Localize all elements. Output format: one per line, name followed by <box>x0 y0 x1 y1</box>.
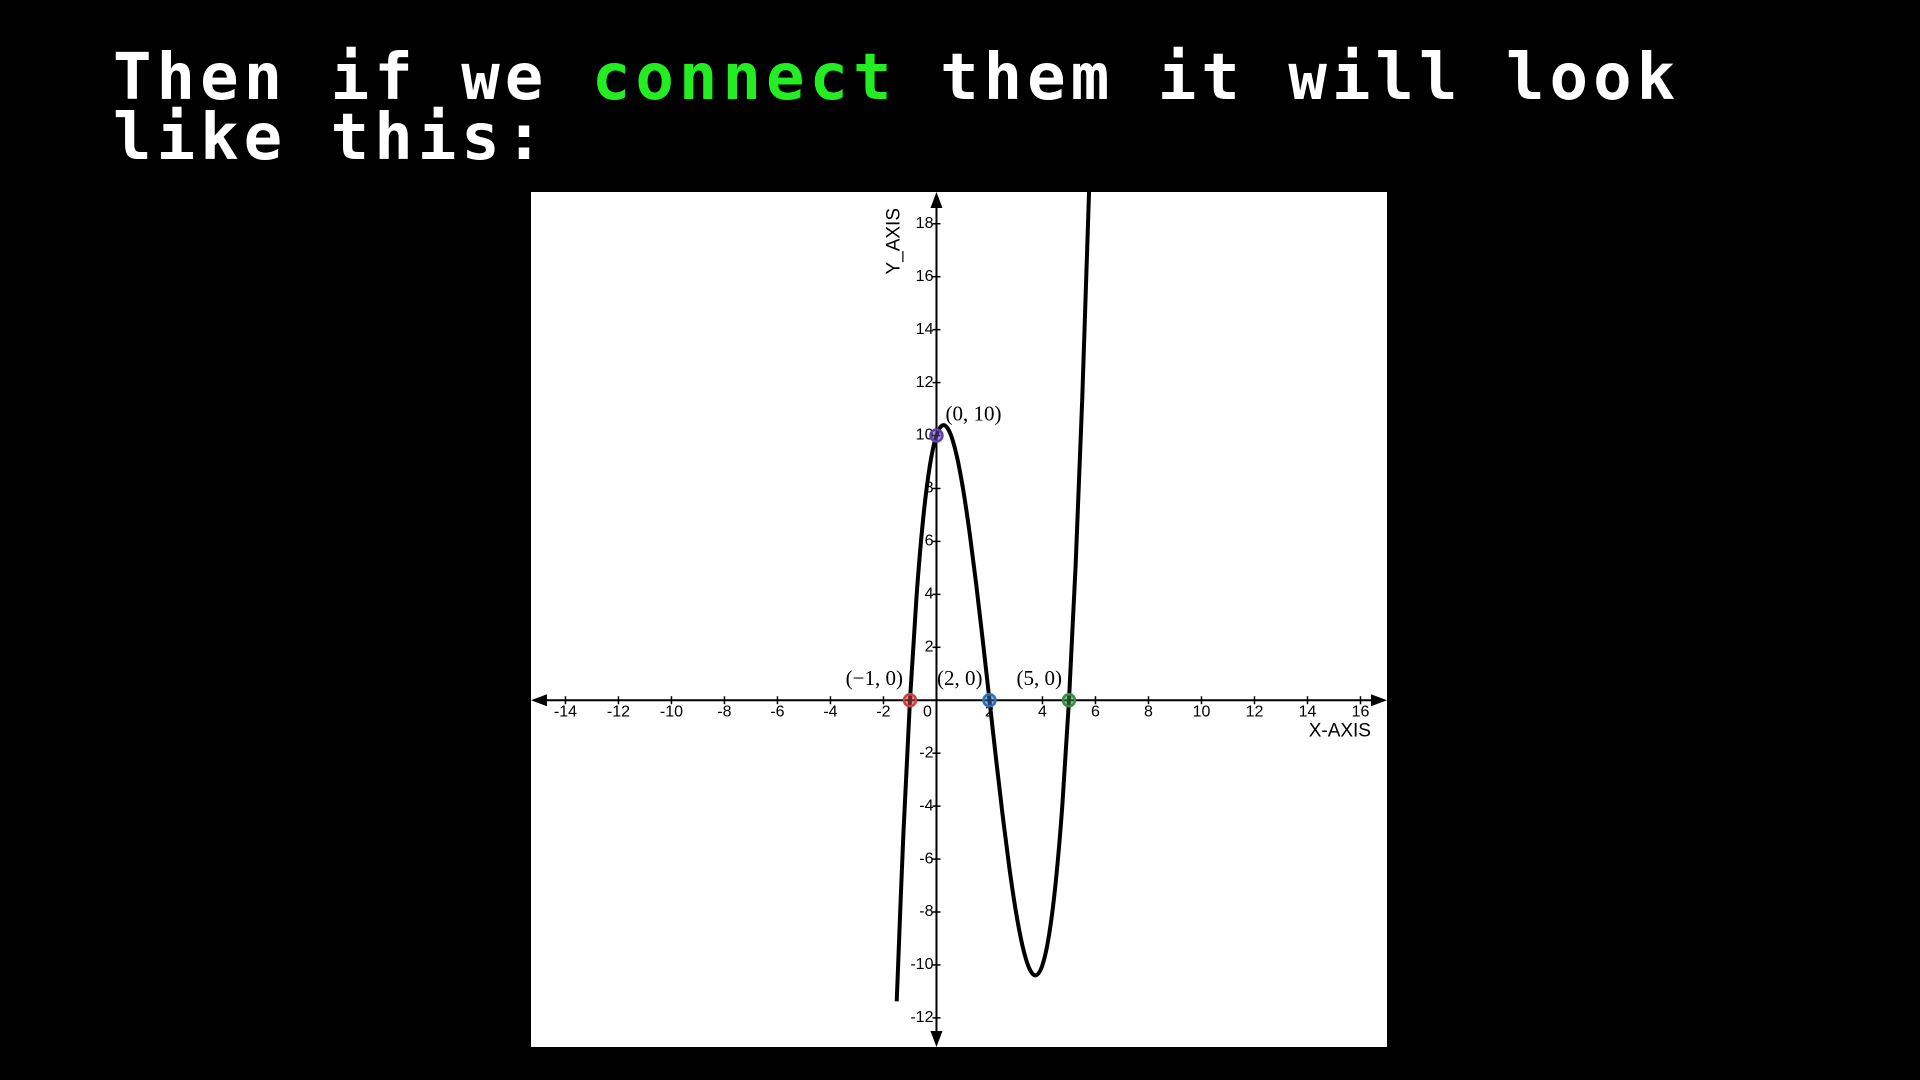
x-tick-label: 14 <box>1299 703 1317 720</box>
plot-area <box>531 192 1387 1047</box>
y-tick-label: 2 <box>925 639 934 656</box>
x-tick-label: 8 <box>1144 703 1153 720</box>
y-tick-label: 14 <box>916 321 934 338</box>
point <box>929 428 944 443</box>
axis-arrow <box>531 694 547 707</box>
axis-arrow <box>930 1031 943 1047</box>
x-tick-label: -8 <box>717 703 731 720</box>
y-tick-label: -2 <box>919 744 933 761</box>
x-tick-label: -12 <box>607 703 630 720</box>
point <box>902 692 918 708</box>
x-tick-label: -10 <box>660 703 683 720</box>
x-tick-label: 0 <box>923 703 932 720</box>
y-tick-label: 12 <box>916 374 934 391</box>
y-tick-label: 16 <box>916 268 934 285</box>
y-tick-label: -12 <box>910 1009 933 1026</box>
x-tick-label: -6 <box>770 703 784 720</box>
axis-arrow <box>1371 694 1387 707</box>
x-tick-label: -14 <box>554 703 577 720</box>
x-tick-label: -4 <box>823 703 837 720</box>
y-tick-label: 18 <box>916 215 934 232</box>
y-axis-title: Y_AXIS <box>883 208 904 275</box>
x-tick-label: 4 <box>1038 703 1047 720</box>
point-label: (0, 10) <box>945 401 1001 425</box>
x-tick-label: 16 <box>1352 703 1370 720</box>
y-tick-label: -4 <box>919 797 933 814</box>
x-tick-label: -2 <box>876 703 890 720</box>
point-label: (5, 0) <box>1016 666 1062 690</box>
x-tick-label: 10 <box>1193 703 1211 720</box>
x-axis-title: X-AXIS <box>1309 720 1371 741</box>
point <box>1061 692 1077 708</box>
y-tick-label: -8 <box>919 903 933 920</box>
y-tick-label: 4 <box>925 586 934 603</box>
y-tick-label: -6 <box>919 850 933 867</box>
heading-text: them it will look like this: <box>113 41 1681 175</box>
y-tick-label: 10 <box>916 427 934 444</box>
heading-text: Then if we <box>113 41 549 115</box>
y-tick-label: 6 <box>925 533 934 550</box>
y-tick-label: -10 <box>910 956 933 973</box>
y-tick-label: 8 <box>925 480 934 497</box>
x-tick-label: 12 <box>1246 703 1264 720</box>
point-label: (−1, 0) <box>846 666 903 690</box>
slide-heading: Then if we connect them it will look lik… <box>113 46 1753 170</box>
axis-arrow <box>930 192 943 208</box>
point-label: (2, 0) <box>937 666 983 690</box>
x-tick-label: 6 <box>1091 703 1100 720</box>
point <box>982 692 997 708</box>
curve <box>894 192 1092 1002</box>
heading-highlight: connect <box>591 41 897 115</box>
